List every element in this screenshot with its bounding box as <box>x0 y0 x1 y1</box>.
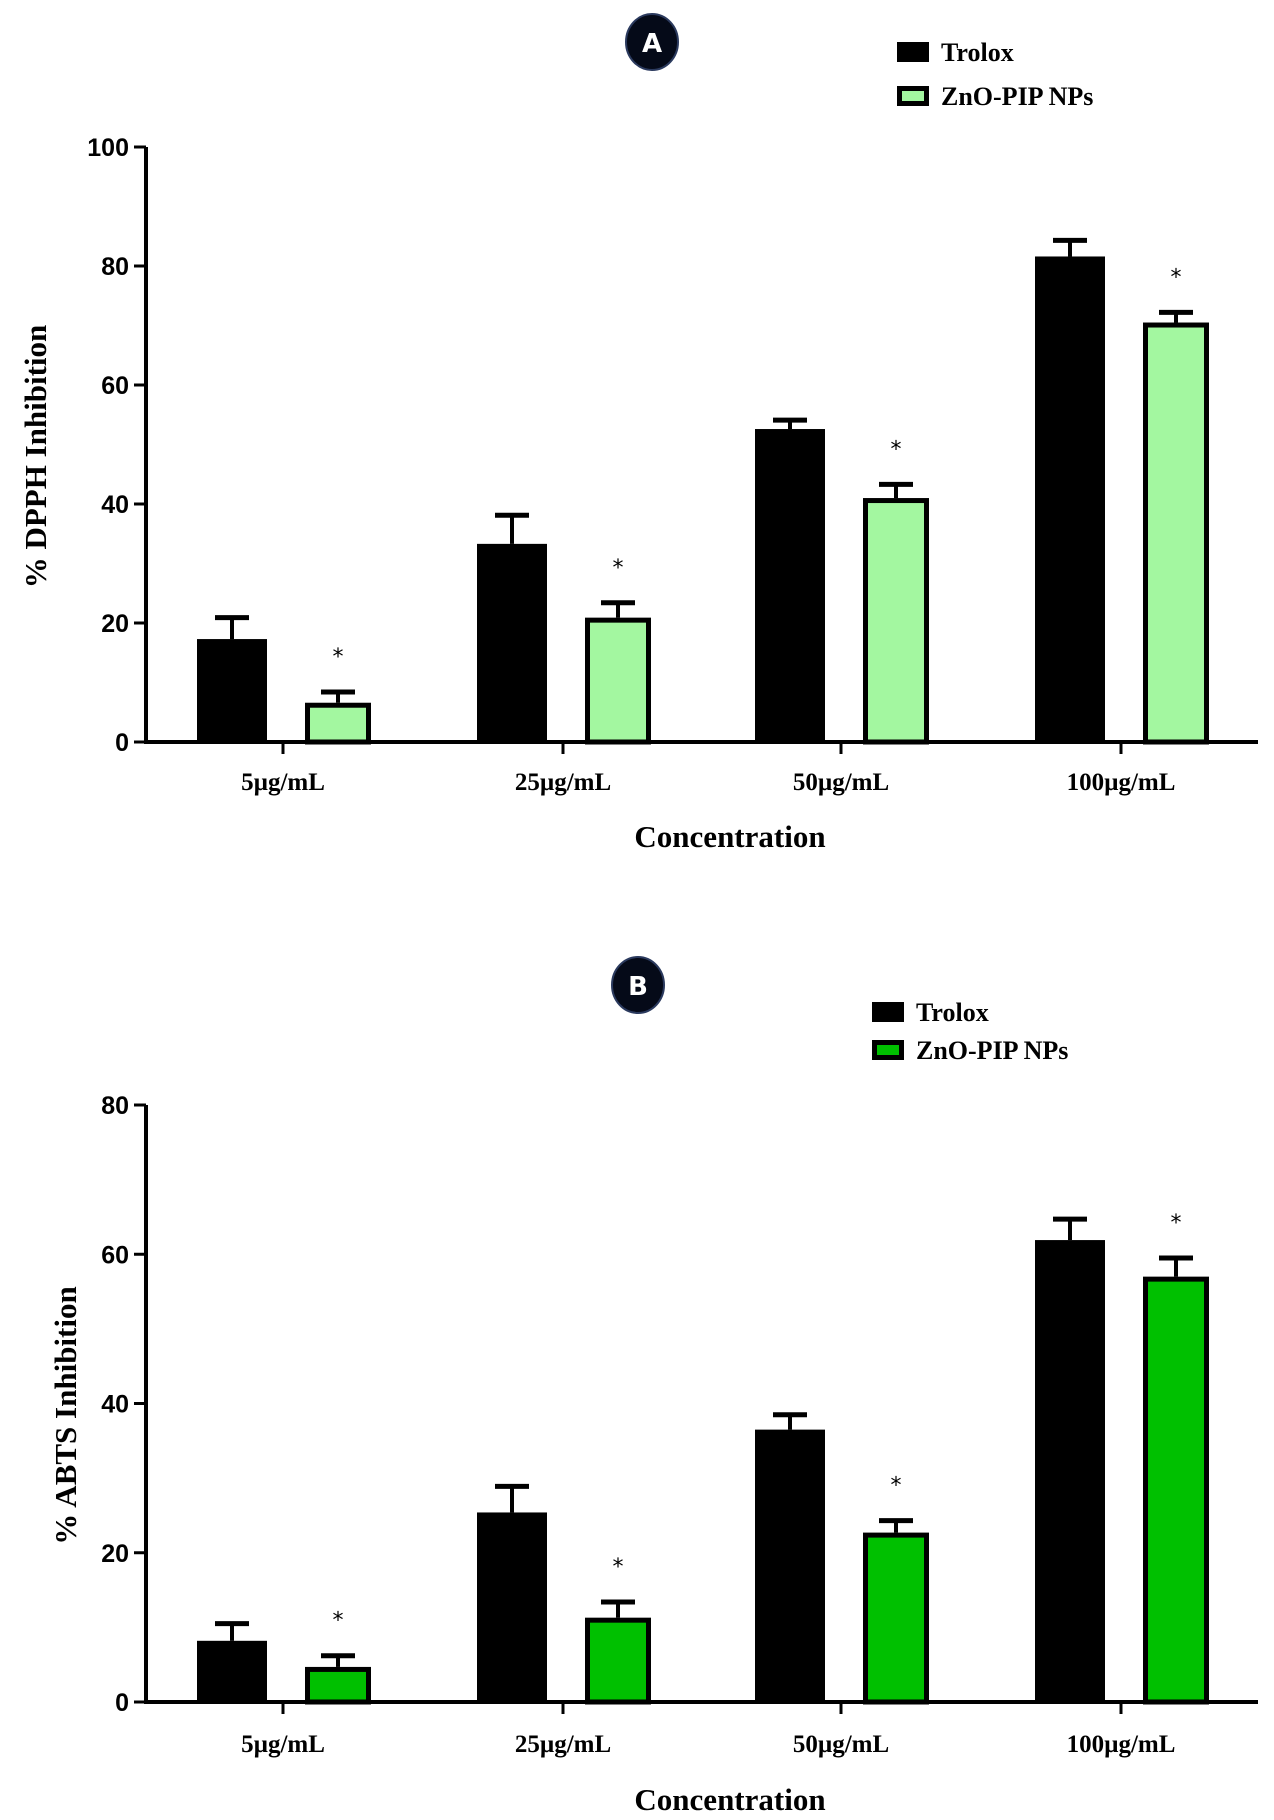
bar-zno-pip-nps <box>1143 322 1209 745</box>
legend-swatch-1 <box>872 1040 904 1060</box>
y-tick-label: 80 <box>101 1092 129 1120</box>
y-tick-label: 60 <box>101 1241 129 1269</box>
x-tick-label: 50µg/mL <box>793 769 889 796</box>
x-tick-label: 5µg/mL <box>241 1731 325 1758</box>
panel-badge-label: B <box>628 972 648 1002</box>
y-tick-label: 80 <box>101 253 129 281</box>
panel-badge <box>625 13 679 71</box>
panel-a: A Trolox ZnO-PIP NPs 0 20 40 60 80 100 % DPPH Inh… <box>18 13 1258 854</box>
bar-trolox <box>477 543 547 742</box>
y-axis-title: % DPPH Inhibition <box>18 325 53 589</box>
bar-zno-pip-nps <box>863 1532 929 1705</box>
bar-trolox <box>755 429 825 742</box>
significance-marker: * <box>891 437 902 462</box>
bar-trolox <box>1035 256 1105 742</box>
bar-trolox <box>1035 1240 1105 1702</box>
bar-zno-pip-nps <box>305 702 371 745</box>
y-tick-label: 0 <box>115 1689 129 1717</box>
bar-zno-pip-nps <box>585 1617 651 1705</box>
bar-zno-pip-nps <box>863 498 929 745</box>
legend-swatch-0 <box>872 1002 904 1022</box>
y-axis-title: % ABTS Inhibition <box>48 1286 83 1544</box>
bar-trolox <box>755 1429 825 1702</box>
legend-swatch-0 <box>897 42 929 62</box>
y-tick-label: 20 <box>101 610 129 638</box>
bar-zno-pip-nps <box>585 617 651 745</box>
bar-trolox <box>197 1640 267 1702</box>
significance-marker: * <box>891 1474 902 1499</box>
y-tick-label: 60 <box>101 372 129 400</box>
x-tick-label: 100µg/mL <box>1067 769 1176 796</box>
bar-zno-pip-nps <box>305 1666 371 1705</box>
x-tick-label: 25µg/mL <box>515 1731 611 1758</box>
significance-marker: * <box>1171 265 1182 290</box>
y-tick-label: 40 <box>101 491 129 519</box>
bar-trolox <box>197 639 267 742</box>
significance-marker: * <box>333 1609 344 1634</box>
panel-b: B Trolox ZnO-PIP NPs 0 20 40 60 80 % ABTS Inhibi… <box>48 956 1258 1817</box>
x-axis-title: Concentration <box>634 1782 825 1817</box>
significance-marker: * <box>613 1555 624 1580</box>
significance-marker: * <box>1171 1211 1182 1236</box>
x-axis-title: Concentration <box>634 819 825 854</box>
y-tick-label: 0 <box>115 729 129 757</box>
panel-badge <box>611 956 665 1014</box>
x-tick-label: 25µg/mL <box>515 769 611 796</box>
panel-badge-label: A <box>642 29 662 59</box>
bar-zno-pip-nps <box>1143 1276 1209 1705</box>
x-tick-label: 50µg/mL <box>793 1731 889 1758</box>
y-tick-label: 20 <box>101 1540 129 1568</box>
legend-label-1: ZnO-PIP NPs <box>941 82 1093 111</box>
y-tick-label: 40 <box>101 1391 129 1419</box>
x-tick-label: 100µg/mL <box>1067 1731 1176 1758</box>
x-tick-label: 5µg/mL <box>241 769 325 796</box>
legend-label-1: ZnO-PIP NPs <box>916 1036 1068 1065</box>
legend-label-0: Trolox <box>941 38 1014 67</box>
legend-swatch-1 <box>897 86 929 106</box>
bar-trolox <box>477 1512 547 1702</box>
y-tick-label: 100 <box>87 134 129 162</box>
significance-marker: * <box>613 556 624 581</box>
legend-label-0: Trolox <box>916 998 989 1027</box>
significance-marker: * <box>333 645 344 670</box>
